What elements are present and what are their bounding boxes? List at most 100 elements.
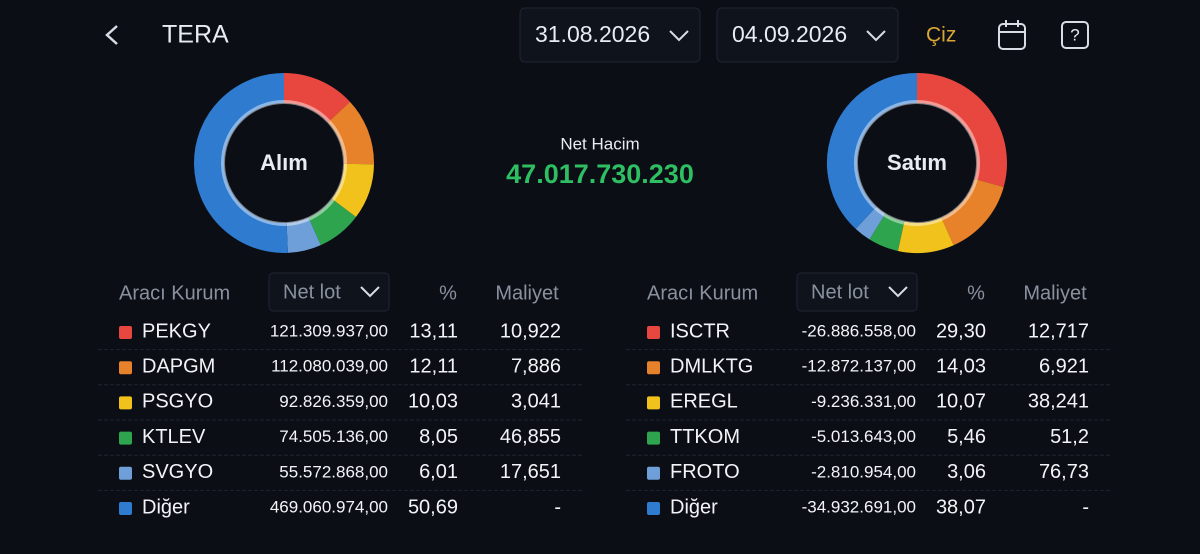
percent: 29,30 <box>936 320 986 342</box>
cost: 6,921 <box>1039 355 1089 377</box>
donut-inner-ring <box>286 216 310 226</box>
donut-inner-ring <box>916 100 980 180</box>
broker-name: FROTO <box>670 461 740 483</box>
chevron <box>866 30 886 42</box>
donut-inner-ring <box>854 100 918 210</box>
legend-swatch <box>647 466 660 480</box>
donut-segment <box>307 198 356 246</box>
draw-button[interactable]: Çiz <box>926 24 956 47</box>
net-lot: -5.013.643,00 <box>811 427 916 446</box>
legend-swatch <box>647 326 660 339</box>
broker-name: PSGYO <box>142 391 213 413</box>
donut-inner-ring <box>327 120 347 164</box>
column-header: % <box>967 282 985 304</box>
net-lot: -34.932.691,00 <box>802 497 916 516</box>
column-header: Aracı Kurum <box>647 282 758 304</box>
legend-swatch <box>647 361 660 375</box>
broker-name: SVGYO <box>142 461 213 483</box>
percent: 10,03 <box>408 391 458 413</box>
broker-name: Diğer <box>670 496 718 518</box>
net-lot-select[interactable] <box>268 272 390 312</box>
donut-segment <box>916 73 1007 188</box>
legend-swatch <box>647 396 660 410</box>
broker-name: TTKOM <box>670 426 740 448</box>
broker-name: DMLKTG <box>670 355 753 377</box>
net-volume-label: Net Hacim <box>560 134 639 153</box>
legend-swatch <box>119 396 132 410</box>
donut-segment <box>331 163 374 218</box>
net-lot: 121.309.937,00 <box>270 321 388 340</box>
donut-inner-ring <box>940 178 978 221</box>
donut-segment <box>827 73 918 229</box>
start-date-select[interactable] <box>519 7 701 63</box>
donut-segment <box>285 217 321 253</box>
cost: - <box>1082 496 1089 518</box>
net-lot-select[interactable] <box>796 272 918 312</box>
net-lot: -9.236.331,00 <box>811 392 916 411</box>
percent: 50,69 <box>408 496 458 518</box>
legend-swatch <box>119 502 132 515</box>
percent: 14,03 <box>936 355 986 377</box>
back-button[interactable] <box>105 25 118 45</box>
legend-swatch <box>647 431 660 445</box>
calendar-button[interactable] <box>998 20 1026 50</box>
percent: 38,07 <box>936 496 986 518</box>
donut-segment <box>194 73 288 253</box>
donut-inner-ring <box>883 213 905 225</box>
legend-swatch <box>119 431 132 445</box>
percent: 8,05 <box>419 426 458 448</box>
net-lot: 112.080.039,00 <box>271 357 388 376</box>
net-lot: 469.060.974,00 <box>270 497 388 516</box>
end-date-select[interactable] <box>716 7 899 63</box>
cost: 51,2 <box>1050 426 1089 448</box>
help-button[interactable]: ? <box>1061 21 1089 49</box>
chevron <box>888 286 908 298</box>
cost: 12,717 <box>1028 320 1089 342</box>
net-lot: -2.810.954,00 <box>811 462 916 481</box>
chevron <box>669 30 689 42</box>
title: TERA <box>162 21 229 49</box>
svg-text:?: ? <box>1070 25 1079 44</box>
end-date: 04.09.2026 <box>732 21 847 47</box>
net-lot: -12.872.137,00 <box>802 357 916 376</box>
percent: 13,11 <box>409 320 458 342</box>
percent: 10,07 <box>936 391 986 413</box>
cost: 3,041 <box>511 391 561 413</box>
column-header: % <box>439 282 457 304</box>
broker-name: PEKGY <box>142 320 211 342</box>
percent: 12,11 <box>409 355 458 377</box>
donut-label: Alım <box>260 150 308 175</box>
net-lot: 74.505.136,00 <box>279 427 388 446</box>
legend-swatch <box>119 466 132 480</box>
column-header: Maliyet <box>495 282 559 304</box>
cost: 46,855 <box>500 426 561 448</box>
percent: 6,01 <box>419 461 458 483</box>
legend-swatch <box>119 361 132 375</box>
donut-inner-ring <box>331 163 347 201</box>
column-header: Net lot <box>811 281 869 303</box>
cost: 76,73 <box>1039 461 1089 483</box>
donut-inner-ring <box>221 100 287 226</box>
donut-inner-ring <box>283 100 331 123</box>
net-lot: -26.886.558,00 <box>802 321 916 340</box>
chevron <box>360 286 380 298</box>
donut-segment <box>855 206 886 240</box>
column-header: Aracı Kurum <box>119 282 230 304</box>
net-lot: 55.572.868,00 <box>279 462 388 481</box>
column-header: Net lot <box>283 281 341 303</box>
broker-name: DAPGM <box>142 355 215 377</box>
broker-name: ISCTR <box>670 320 730 342</box>
net-volume-value: 47.017.730.230 <box>506 159 694 189</box>
donut-segment <box>940 178 1004 246</box>
column-header: Maliyet <box>1023 282 1087 304</box>
donut-segment <box>283 73 351 123</box>
donut-segment <box>327 101 374 165</box>
donut-inner-ring <box>308 198 335 221</box>
start-date: 31.08.2026 <box>535 21 650 47</box>
cost: 7,886 <box>511 355 561 377</box>
cost: 38,241 <box>1028 391 1089 413</box>
donut-label: Satım <box>887 150 947 175</box>
cost: 10,922 <box>500 320 561 342</box>
donut-segment <box>869 213 905 251</box>
